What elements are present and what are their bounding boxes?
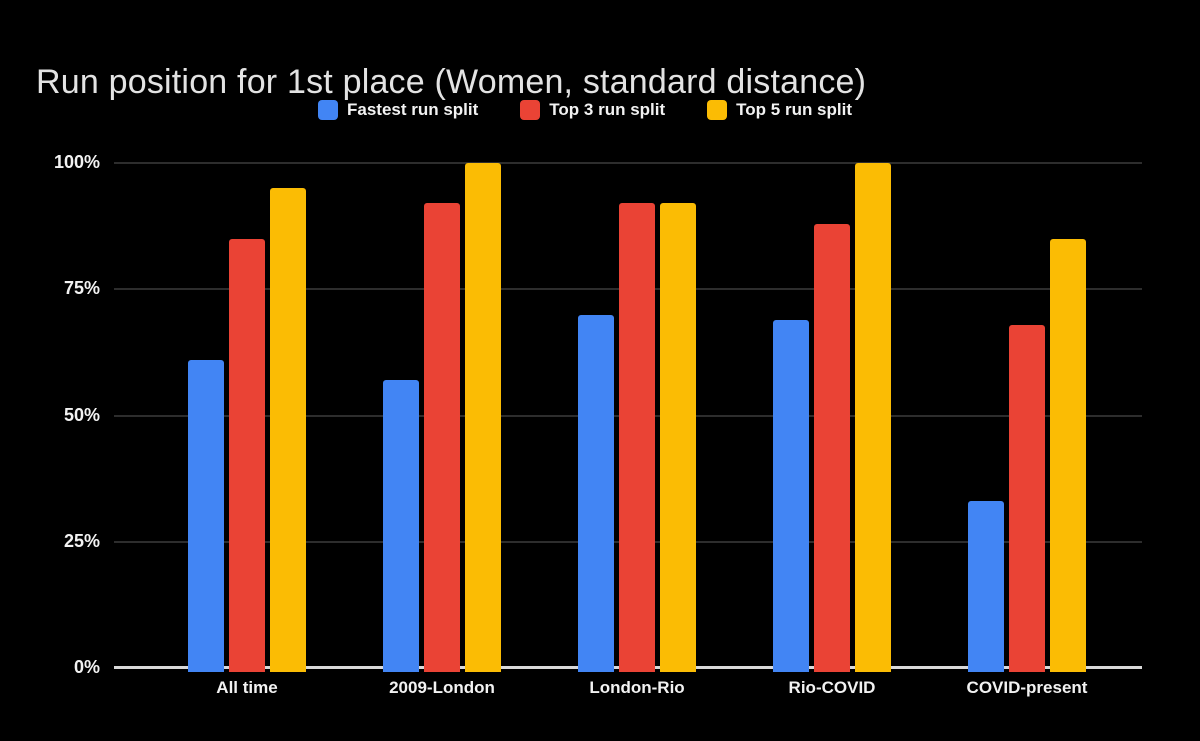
x-category-label-2009-london: 2009-London (389, 678, 495, 697)
legend-label: Fastest run split (346, 100, 479, 119)
y-tick-label-25: 25% (63, 530, 100, 551)
y-tick-label-0: 0% (73, 657, 100, 677)
legend-swatch-top-3-run-split (520, 100, 541, 120)
x-category-label-rio-covid: Rio-COVID (788, 678, 876, 697)
y-axis-labels: 0% 25% 50% 75% 100% (0, 152, 100, 677)
bar-group-rio-covid (773, 163, 891, 672)
bar-fastest-run-split-rio-covid (773, 319, 809, 672)
x-category-label-all-time: All time (216, 678, 278, 697)
y-tick-label-100: 100% (53, 152, 100, 172)
bar-fastest-run-split-london-rio (578, 314, 614, 672)
bar-top-3-run-split-london-rio (619, 203, 655, 672)
legend-swatch-top-5-run-split (707, 100, 728, 120)
legend-item-top-5-run-split: Top 5 run split (707, 100, 852, 120)
bar-group-covid-present (968, 238, 1086, 672)
bar-top-3-run-split-covid-present (1009, 324, 1045, 672)
x-category-label-covid-present: COVID-present (966, 678, 1088, 697)
bar-top-5-run-split-rio-covid (855, 163, 891, 672)
bar-top-5-run-split-london-rio (660, 203, 696, 672)
x-axis-labels: All time 2009-London London-Rio Rio-COVID CO… (114, 678, 1142, 704)
x-category-label-london-rio: London-Rio (589, 678, 685, 697)
y-tick-label-50: 50% (63, 404, 100, 425)
bar-top-5-run-split-all-time (270, 188, 306, 672)
bar-top-3-run-split-2009-london (424, 203, 460, 672)
bar-top-5-run-split-covid-present (1050, 238, 1086, 672)
legend-item-fastest-run-split: Fastest run split (317, 100, 479, 120)
bar-fastest-run-split-all-time (188, 359, 224, 672)
legend-item-top-3-run-split: Top 3 run split (520, 100, 665, 120)
bar-group-all-time (188, 188, 306, 672)
gridline-100 (114, 162, 1142, 164)
bar-fastest-run-split-covid-present (968, 501, 1004, 672)
bar-top-3-run-split-rio-covid (814, 223, 850, 672)
legend-swatch-fastest-run-split (317, 100, 338, 120)
bar-top-5-run-split-2009-london (465, 163, 501, 672)
bar-group-2009-london (383, 163, 501, 672)
chart-legend: Fastest run split Top 3 run split Top 5 ru… (0, 100, 1170, 120)
chart-title: Run position for 1st place (Women, stand… (36, 62, 867, 101)
bar-group-london-rio (578, 203, 696, 672)
y-tick-label-75: 75% (63, 278, 100, 299)
legend-label: Top 5 run split (736, 100, 853, 119)
plot-area (114, 162, 1142, 672)
bar-top-3-run-split-all-time (229, 238, 265, 672)
bar-fastest-run-split-2009-london (383, 380, 419, 672)
legend-label: Top 3 run split (549, 100, 666, 119)
